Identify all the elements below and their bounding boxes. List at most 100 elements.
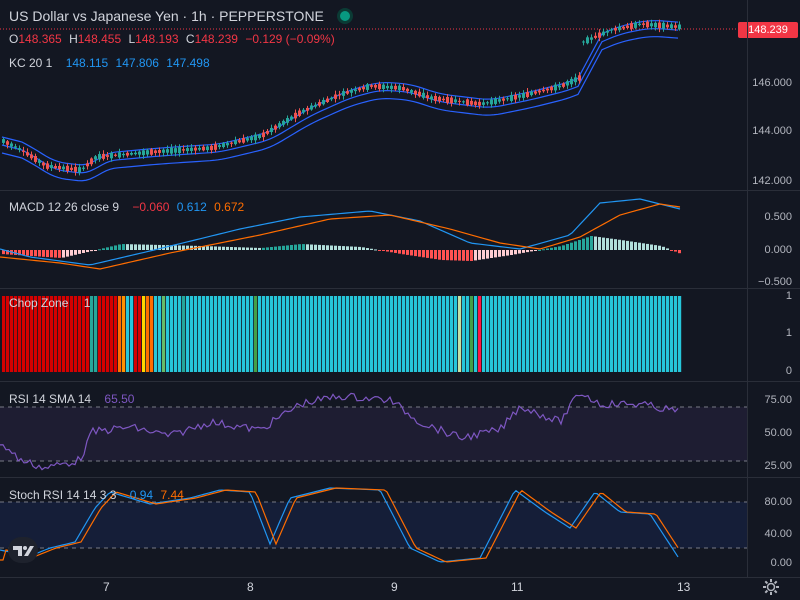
chop-zone-bar bbox=[14, 296, 18, 372]
chop-zone-bar bbox=[238, 296, 242, 372]
macd-histogram-bar bbox=[414, 250, 417, 257]
candle bbox=[546, 88, 549, 91]
macd-histogram-bar bbox=[582, 238, 585, 250]
macd-histogram-bar bbox=[258, 247, 261, 250]
candle bbox=[14, 146, 17, 148]
candle bbox=[94, 156, 97, 160]
chop-zone-bar bbox=[74, 296, 78, 372]
rsi-value: 65.50 bbox=[104, 392, 135, 406]
chop-zone-bar bbox=[30, 296, 34, 372]
candle bbox=[474, 101, 477, 105]
candle bbox=[466, 99, 469, 106]
candle bbox=[494, 98, 497, 104]
rsi-legend[interactable]: RSI 14 SMA 14 65.50 bbox=[9, 392, 138, 406]
stoch-rsi-chart[interactable] bbox=[0, 478, 748, 577]
candle bbox=[30, 154, 33, 159]
chop-legend[interactable]: Chop Zone 1 bbox=[9, 296, 94, 310]
stoch-pane[interactable] bbox=[0, 478, 748, 577]
macd-histogram-bar bbox=[170, 245, 173, 250]
macd-histogram-bar bbox=[326, 245, 329, 250]
macd-histogram-bar bbox=[550, 247, 553, 250]
chop-zone-bar bbox=[370, 296, 374, 372]
candle bbox=[666, 24, 669, 28]
candle bbox=[238, 140, 241, 143]
chop-zone-bar bbox=[542, 296, 546, 372]
macd-legend[interactable]: MACD 12 26 close 9 −0.060 0.612 0.672 bbox=[9, 200, 248, 214]
macd-axis[interactable]: 0.500 0.000 −0.500 bbox=[758, 211, 792, 288]
time-axis[interactable]: 7 8 9 11 13 bbox=[0, 578, 748, 600]
macd-histogram-bar bbox=[210, 246, 213, 250]
candle bbox=[218, 145, 221, 148]
chop-zone-bar bbox=[310, 296, 314, 372]
chop-zone-bar bbox=[446, 296, 450, 372]
chop-zone-bar bbox=[262, 296, 266, 372]
candle bbox=[154, 150, 157, 153]
macd-histogram-bar bbox=[546, 248, 549, 250]
price-chart[interactable] bbox=[0, 0, 748, 190]
candle bbox=[90, 158, 93, 165]
candle bbox=[50, 165, 53, 169]
chop-zone-bar bbox=[178, 296, 182, 372]
settings-gear-icon[interactable] bbox=[762, 578, 780, 596]
chop-pane[interactable] bbox=[0, 289, 748, 381]
candle bbox=[194, 147, 197, 151]
macd-histogram-bar bbox=[82, 250, 85, 253]
price-pane[interactable] bbox=[0, 0, 748, 190]
macd-histogram-bar bbox=[402, 250, 405, 255]
macd-pane[interactable] bbox=[0, 191, 748, 288]
macd-histogram-bar bbox=[178, 245, 181, 250]
chop-zone-bar bbox=[326, 296, 330, 372]
rsi-band bbox=[0, 407, 748, 461]
candle bbox=[590, 37, 593, 40]
chop-zone-bar bbox=[646, 296, 650, 372]
candle bbox=[226, 143, 229, 146]
rsi-axis[interactable]: 75.00 50.00 25.00 bbox=[764, 394, 792, 472]
chop-zone-bar bbox=[306, 296, 310, 372]
macd-histogram-bar bbox=[570, 242, 573, 250]
chop-zone-bar bbox=[458, 296, 462, 372]
chop-zone-bar bbox=[22, 296, 26, 372]
chop-zone-bar bbox=[498, 296, 502, 372]
candle bbox=[42, 162, 45, 166]
candle bbox=[310, 105, 313, 110]
tradingview-logo-icon[interactable] bbox=[8, 537, 38, 563]
macd-histogram-bar bbox=[366, 248, 369, 250]
macd-histogram-bar bbox=[614, 239, 617, 250]
macd-chart[interactable] bbox=[0, 191, 748, 288]
rsi-pane[interactable] bbox=[0, 382, 748, 477]
stoch-axis[interactable]: 80.00 40.00 0.00 bbox=[764, 496, 792, 569]
macd-histogram-bar bbox=[602, 237, 605, 250]
kc-legend[interactable]: KC 20 1 148.115 147.806 147.498 bbox=[9, 56, 214, 70]
candle bbox=[214, 144, 217, 150]
chop-zone-bar bbox=[70, 296, 74, 372]
chop-zone-bar bbox=[554, 296, 558, 372]
candle bbox=[18, 148, 21, 150]
chop-axis[interactable]: 1 1 0 bbox=[785, 290, 792, 377]
ohlc-legend: O148.365 H148.455 L148.193 C148.239 −0.1… bbox=[9, 32, 335, 46]
chop-zone-bar bbox=[278, 296, 282, 372]
chop-zone-chart[interactable] bbox=[0, 289, 748, 381]
price-tick: 144.000 bbox=[752, 125, 792, 137]
chop-zone-bar bbox=[210, 296, 214, 372]
chop-zone-bar bbox=[294, 296, 298, 372]
chop-zone-bar bbox=[46, 296, 50, 372]
macd-histogram-bar bbox=[238, 247, 241, 250]
candle bbox=[10, 143, 13, 147]
candle bbox=[634, 22, 637, 28]
rsi-chart[interactable] bbox=[0, 382, 748, 477]
macd-histogram-bar bbox=[458, 250, 461, 261]
candle bbox=[454, 99, 457, 103]
chop-zone-bar bbox=[626, 296, 630, 372]
chop-zone-bar bbox=[566, 296, 570, 372]
candle bbox=[670, 24, 673, 29]
macd-histogram-bar bbox=[250, 247, 253, 250]
chop-zone-bar bbox=[322, 296, 326, 372]
stoch-legend[interactable]: Stoch RSI 14 14 3 3 0.94 7.44 bbox=[9, 488, 188, 502]
price-axis[interactable]: 146.000 144.000 142.000 bbox=[748, 0, 800, 190]
candle bbox=[606, 30, 609, 33]
chop-zone-bar bbox=[114, 296, 118, 372]
symbol-title[interactable]: US Dollar vs Japanese Yen · 1h · PEPPERS… bbox=[9, 8, 324, 24]
macd-histogram-bar bbox=[106, 247, 109, 250]
macd-histogram-bar bbox=[274, 246, 277, 250]
chop-zone-bar bbox=[390, 296, 394, 372]
